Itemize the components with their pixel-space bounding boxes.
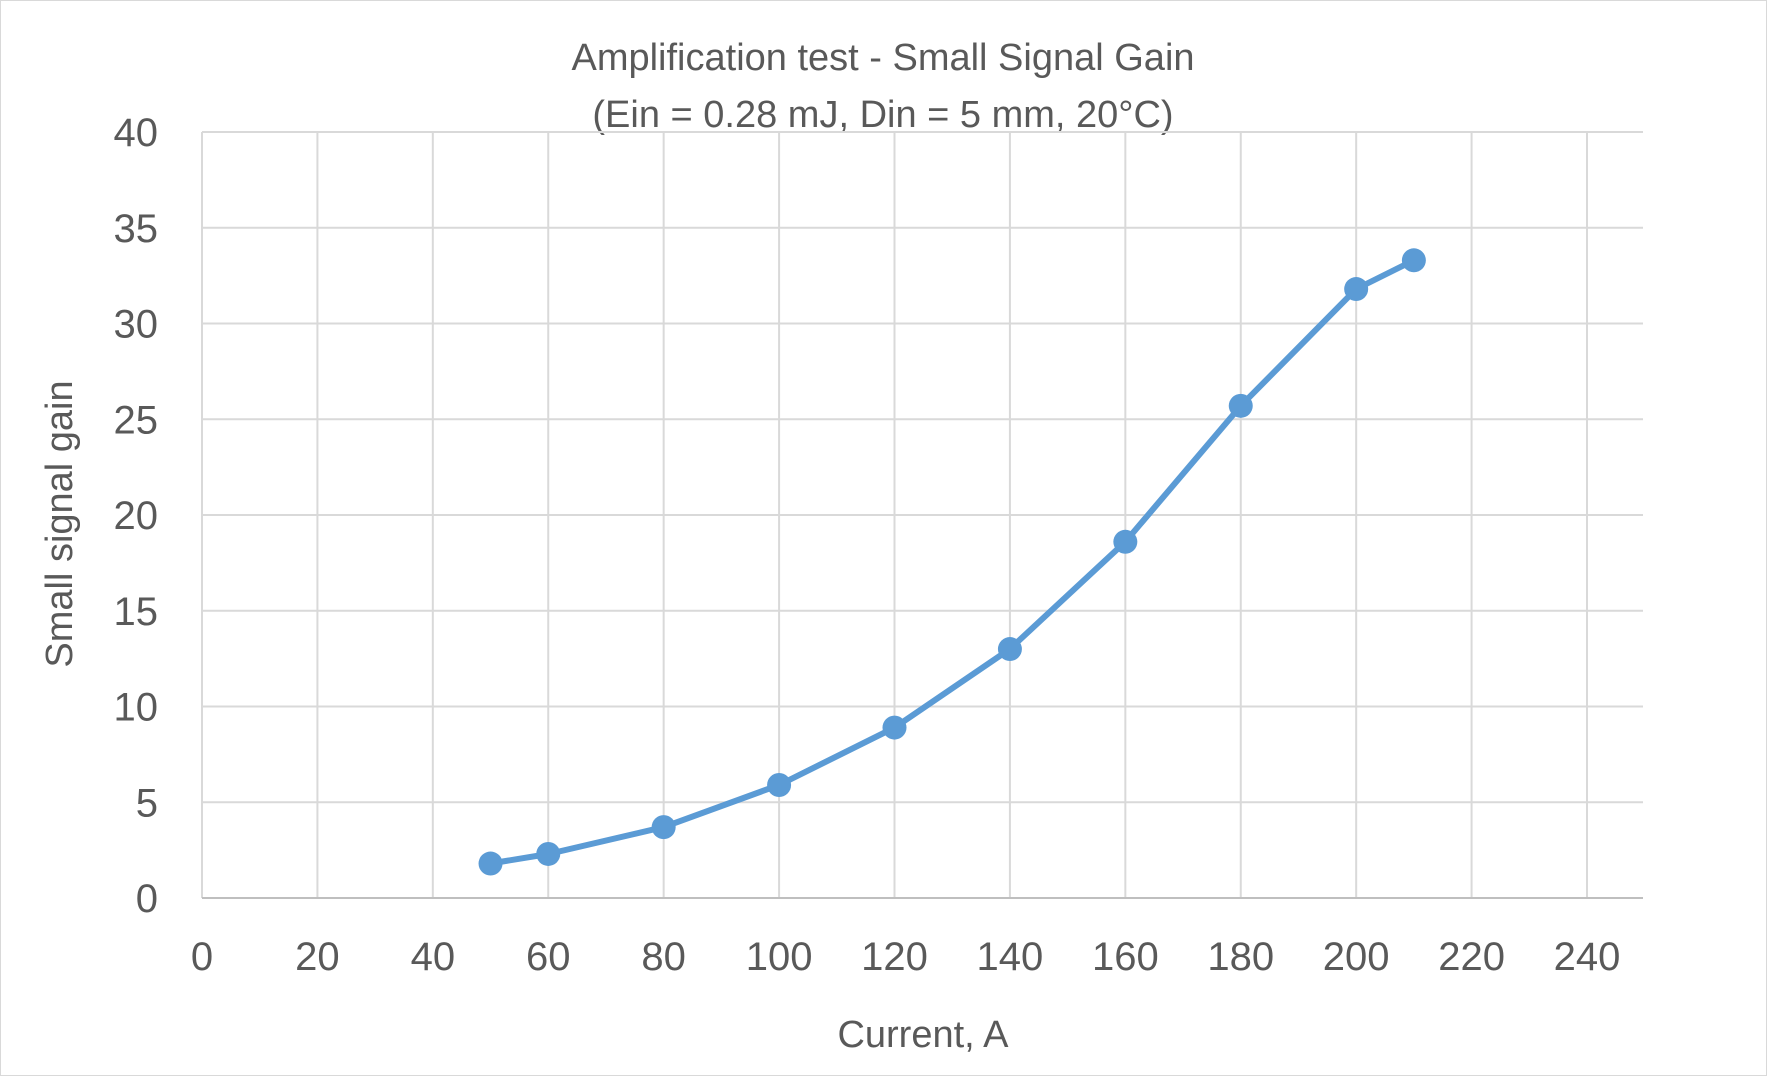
x-tick-label: 20 — [295, 935, 340, 979]
data-point — [1401, 248, 1426, 273]
chart-title: Amplification test - Small Signal Gain — [571, 37, 1194, 79]
data-point — [1228, 393, 1253, 418]
y-tick-label: 25 — [114, 398, 159, 442]
series-line — [487, 257, 1417, 867]
data-point — [478, 851, 503, 876]
x-tick-label: 40 — [411, 935, 456, 979]
x-tick-label: 180 — [1207, 935, 1274, 979]
x-tick-label: 100 — [746, 935, 813, 979]
y-tick-label: 15 — [114, 590, 159, 634]
series-line-path — [487, 257, 1417, 867]
x-tick-label: 120 — [861, 935, 928, 979]
x-tick-label: 220 — [1438, 935, 1505, 979]
x-tick-label: 200 — [1323, 935, 1390, 979]
x-tick-label: 0 — [191, 935, 213, 979]
y-tick-label: 20 — [114, 494, 159, 538]
gridlines — [201, 131, 1643, 898]
y-tick-label: 30 — [114, 303, 159, 347]
data-point — [997, 637, 1022, 662]
x-tick-label: 240 — [1554, 935, 1621, 979]
data-markers — [478, 248, 1426, 876]
x-tick-label: 80 — [641, 935, 686, 979]
y-axis-title: Small signal gain — [39, 380, 81, 667]
y-tick-label: 0 — [136, 877, 158, 921]
y-tick-label: 40 — [114, 111, 159, 155]
data-point — [651, 815, 676, 840]
tick-labels: 0 5 10 15 20 25 30 35 40 0 20 40 60 80 100 120 140 160 180… — [114, 111, 1621, 979]
data-point — [767, 773, 792, 798]
data-point — [536, 841, 561, 866]
x-tick-label: 60 — [526, 935, 571, 979]
chart-subtitle: (Ein = 0.28 mJ, Din = 5 mm, 20°C) — [592, 94, 1173, 136]
x-tick-label: 140 — [977, 935, 1044, 979]
data-point — [1344, 277, 1369, 302]
y-tick-label: 10 — [114, 686, 159, 730]
y-tick-label: 5 — [136, 781, 158, 825]
x-tick-label: 160 — [1092, 935, 1159, 979]
y-tick-label: 35 — [114, 207, 159, 251]
x-axis-title: Current, A — [837, 1014, 1009, 1056]
data-point — [1113, 529, 1138, 554]
data-point — [882, 715, 907, 740]
